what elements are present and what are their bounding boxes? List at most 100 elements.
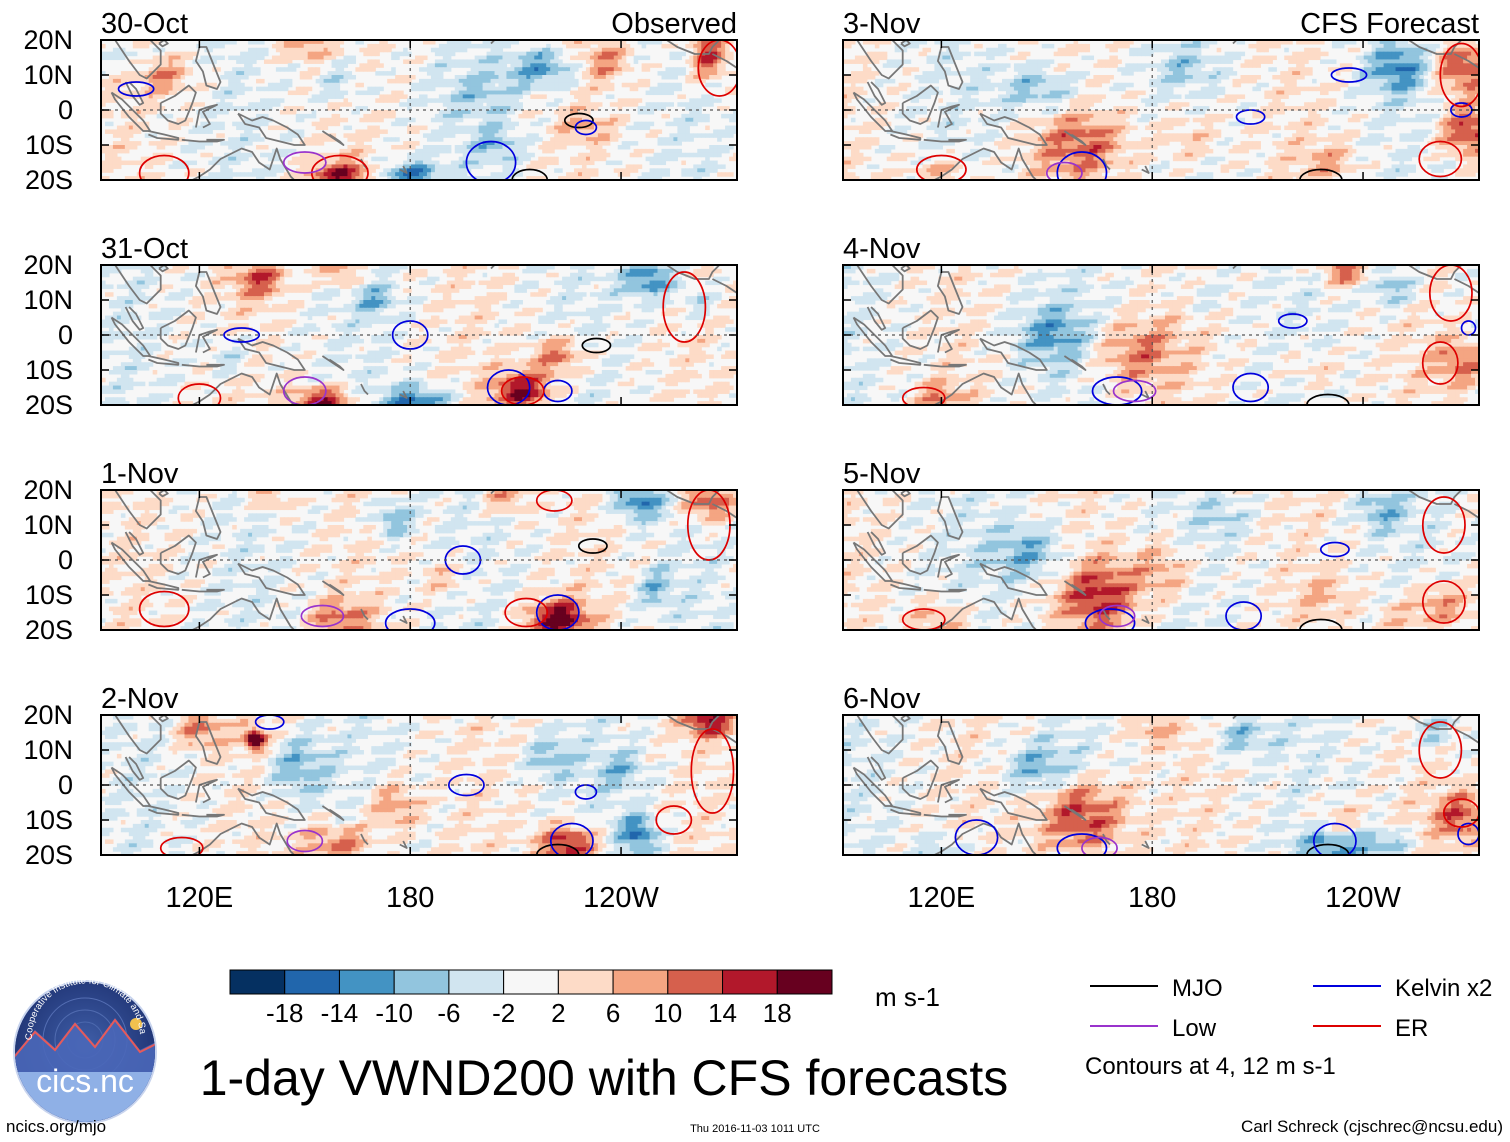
coastline-mexico <box>1407 715 1466 730</box>
coastline-new-caledonia <box>354 629 356 630</box>
er-contour <box>1421 341 1459 385</box>
coastline-solomon <box>321 355 345 371</box>
coastline-lesser-sunda <box>181 588 225 593</box>
colorbar-tick-label: 10 <box>653 998 682 1028</box>
colorbar-tick-label: -18 <box>266 998 304 1028</box>
legend-label: Low <box>1172 1015 1217 1042</box>
coastline-solomon <box>321 805 345 821</box>
colorbar-swatch <box>393 969 450 995</box>
colorbar-swatch <box>284 969 340 995</box>
coastline-borneo <box>901 534 939 575</box>
coastline-central-america <box>711 53 737 70</box>
coastline-vanuatu <box>360 383 369 396</box>
colorbar-tick-label: -2 <box>492 998 515 1028</box>
er-contour <box>1442 798 1479 828</box>
er-contour <box>1428 265 1473 322</box>
mjo-contour <box>563 112 594 129</box>
coastline-hainan <box>158 715 169 723</box>
kelvin-contour <box>1056 151 1108 180</box>
legend-label: Kelvin x2 <box>1395 975 1492 1002</box>
panel-5-nov: 5-Nov <box>842 458 1480 631</box>
y-tick-label: 0 <box>58 770 73 800</box>
coastline-fiji <box>399 165 408 174</box>
kelvin-contour <box>1232 372 1270 403</box>
coastline-indochina <box>114 715 162 755</box>
coastline-hainan <box>900 490 911 498</box>
coastline-malay <box>866 306 887 331</box>
er-contour <box>901 386 946 405</box>
low-contour <box>286 829 324 853</box>
colorbar-units: m s-1 <box>875 982 940 1012</box>
er-contour <box>504 597 549 628</box>
coastline-malay <box>866 756 887 781</box>
er-contour <box>1418 140 1463 178</box>
y-tick-label: 10S <box>25 130 73 160</box>
er-contour <box>901 608 946 630</box>
colorbar-swatch <box>776 969 833 995</box>
coastline-fiji <box>1141 615 1150 624</box>
coastlines <box>110 40 737 180</box>
coastline-hawaii <box>490 715 496 720</box>
legend-item-er: ER <box>1313 1015 1428 1042</box>
coastline-vanuatu <box>1102 158 1111 171</box>
mjo-contour <box>511 168 549 180</box>
x-tick-label: 120W <box>583 882 659 914</box>
y-tick-label: 20N <box>23 25 73 55</box>
coastline-new-guinea <box>237 112 306 146</box>
y-tick-label: 20N <box>23 475 73 505</box>
y-tick-label: 10S <box>25 355 73 385</box>
coastline-malay <box>124 306 145 331</box>
coastline-lesser-sunda <box>923 813 967 818</box>
logo-text: cics.nc <box>36 1063 134 1099</box>
coastline-malay <box>124 756 145 781</box>
legend-item-low: Low <box>1090 1015 1217 1042</box>
coastline-hainan <box>158 490 169 498</box>
coastline-vanuatu <box>1102 383 1111 396</box>
coastline-new-caledonia <box>354 404 356 405</box>
footer-timestamp: Thu 2016-11-03 1011 UTC <box>690 1123 820 1135</box>
mjo-contour <box>1298 618 1343 630</box>
er-contour <box>1439 42 1479 108</box>
coastline-solomon <box>1063 130 1087 146</box>
column-header: CFS Forecast <box>1300 8 1479 40</box>
coastline-australia-n <box>932 597 1038 630</box>
coastline-hawaii <box>490 490 496 495</box>
coastline-taiwan <box>943 473 948 484</box>
heatmap-field <box>101 490 737 630</box>
coastline-mexico <box>665 265 724 280</box>
colorbar-tick-label: 2 <box>551 998 565 1028</box>
coastline-hainan <box>900 40 911 48</box>
coastline-indochina <box>114 40 162 80</box>
footer-credit: Carl Schreck (cjschrec@ncsu.edu) <box>1241 1117 1503 1136</box>
colorbar-swatch <box>612 969 669 995</box>
coastline-lesser-sunda <box>181 138 225 143</box>
coastline-new-caledonia <box>354 179 356 180</box>
panel-31-oct: 20N 10N 0 10S 20S 31-Oct <box>23 233 738 420</box>
coastline-vanuatu <box>360 608 369 621</box>
y-tick-label: 10N <box>23 285 73 315</box>
coastline-sumatra <box>110 91 152 132</box>
coastline-sumatra <box>110 766 152 807</box>
heatmap-field <box>101 715 737 855</box>
coastline-sumatra <box>852 541 894 582</box>
coastline-philippines <box>937 46 964 90</box>
y-tick-label: 0 <box>58 95 73 125</box>
coastlines <box>852 265 1479 405</box>
coastline-philippines <box>195 496 222 540</box>
panel-6-nov: 120E 180 120W 6-Nov <box>842 683 1480 914</box>
wave-contours <box>117 40 737 180</box>
coastline-philippines <box>195 721 222 765</box>
coastline-mexico <box>1407 265 1466 280</box>
mjo-contour <box>1305 843 1350 855</box>
coastline-hawaii <box>490 265 496 270</box>
coastline-central-america <box>711 503 737 520</box>
coastline-hainan <box>158 40 169 48</box>
coastline-new-caledonia <box>1096 629 1098 630</box>
colorbar-tick-label: -6 <box>437 998 460 1028</box>
y-tick-label: 10N <box>23 60 73 90</box>
coastline-borneo <box>159 84 197 125</box>
coastline-lesser-sunda <box>181 363 225 368</box>
low-contour <box>282 376 327 405</box>
coastline-lesser-sunda <box>923 138 967 143</box>
y-tick-label: 0 <box>58 320 73 350</box>
